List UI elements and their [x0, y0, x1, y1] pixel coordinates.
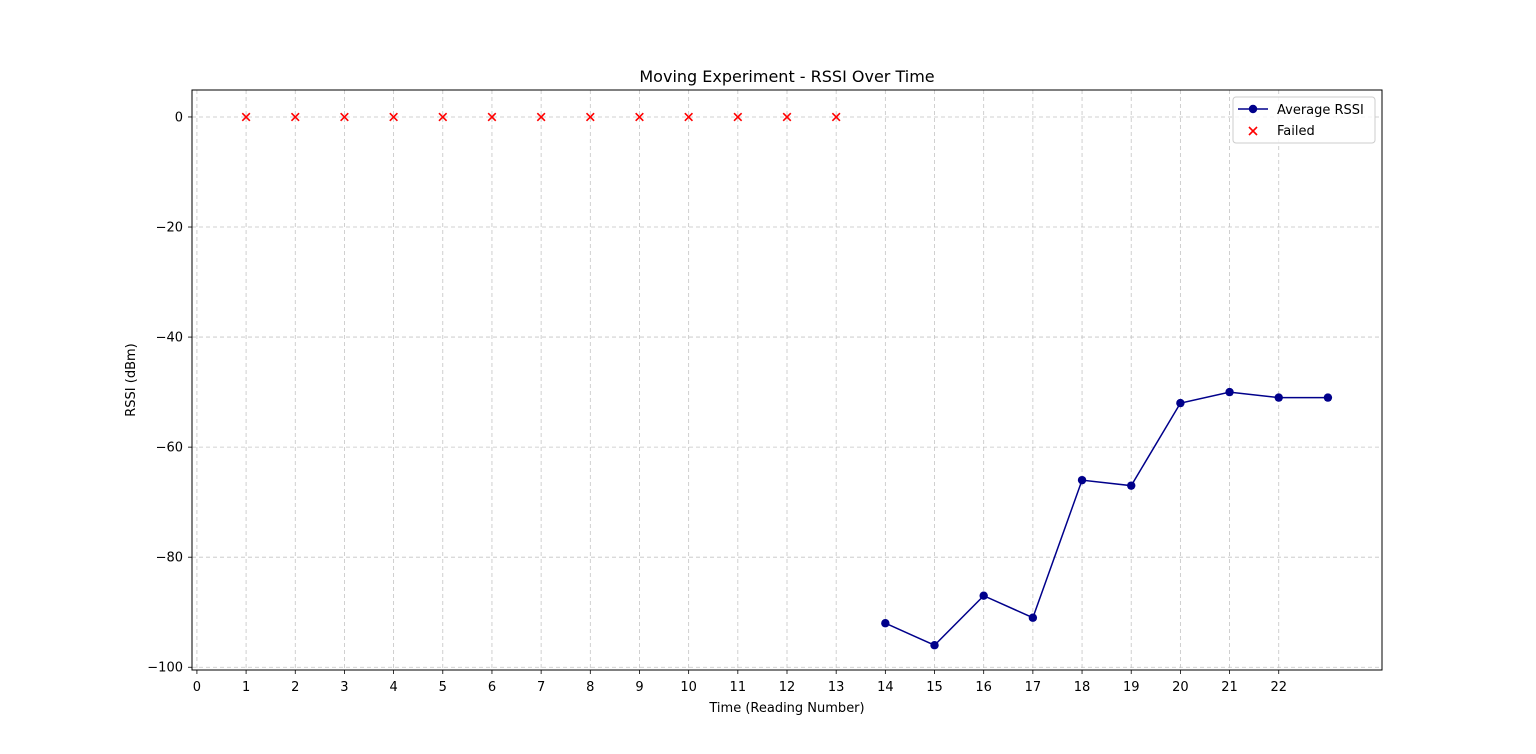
- x-tick-label: 1: [242, 680, 250, 695]
- average-rssi-point: [979, 591, 988, 600]
- average-rssi-point: [1323, 393, 1333, 402]
- x-tick-label: 7: [537, 680, 545, 695]
- failed-point: [733, 112, 743, 122]
- failed-marker-stroke: [831, 112, 841, 122]
- failed-marker-stroke: [585, 112, 595, 122]
- failed-marker-stroke: [635, 112, 644, 122]
- legend-label-average-rssi: Average RSSI: [1277, 103, 1364, 118]
- failed-point: [487, 112, 497, 122]
- x-tick-label: 6: [488, 680, 496, 695]
- failed-point: [290, 112, 300, 122]
- x-tick-label: 17: [1025, 680, 1042, 695]
- failed-point: [585, 112, 595, 122]
- x-tick-label: 13: [828, 680, 845, 695]
- average-rssi-point: [1028, 613, 1038, 622]
- x-tick-label: 9: [635, 680, 643, 695]
- x-tick-label: 22: [1270, 680, 1287, 695]
- failed-point: [340, 112, 349, 122]
- legend: Average RSSI Failed: [1232, 96, 1376, 144]
- x-tick-label: 3: [340, 680, 348, 695]
- failed-marker-stroke: [340, 112, 349, 122]
- failed-point: [438, 112, 448, 122]
- failed-point: [536, 112, 546, 122]
- failed-marker-stroke: [389, 112, 398, 122]
- failed-marker-stroke: [684, 112, 694, 122]
- x-tick-label: 20: [1172, 680, 1189, 695]
- failed-marker-stroke: [241, 112, 251, 122]
- average-rssi-point: [1127, 481, 1136, 490]
- failed-marker-stroke: [536, 112, 546, 122]
- failed-point: [782, 112, 792, 122]
- average-rssi-line: [885, 391, 1328, 647]
- x-tick-label: 10: [680, 680, 697, 695]
- y-tick-label: −60: [156, 441, 183, 456]
- legend-x-marker: [1248, 126, 1258, 136]
- average-rssi-point: [1225, 387, 1234, 397]
- y-tick-label: −20: [156, 221, 183, 236]
- failed-marker-stroke: [733, 112, 743, 122]
- average-rssi-point: [1176, 398, 1185, 408]
- legend-box: [1232, 96, 1376, 144]
- x-tick-label: 14: [877, 680, 894, 695]
- failed-marker-stroke: [438, 112, 448, 122]
- x-tick-label: 2: [291, 680, 299, 695]
- failed-point: [684, 112, 694, 122]
- y-axis-label: RSSI (dBm): [124, 343, 139, 416]
- failed-marker-stroke: [290, 112, 300, 122]
- x-axis-label: Time (Reading Number): [708, 701, 864, 716]
- average-rssi-point: [1274, 393, 1283, 402]
- y-tick-label: −80: [156, 551, 183, 566]
- x-tick-label: 19: [1123, 680, 1140, 695]
- y-tick-label: 0: [175, 110, 183, 125]
- average-rssi-point: [1077, 475, 1087, 485]
- average-rssi-point: [881, 619, 890, 628]
- x-tick-label: 11: [730, 680, 747, 695]
- x-tick-label: 5: [439, 680, 447, 695]
- failed-point: [635, 112, 644, 122]
- y-tick-label: −40: [156, 331, 183, 346]
- y-tick-label: −100: [147, 661, 183, 676]
- failed-point: [241, 112, 251, 122]
- x-tick-label: 18: [1074, 680, 1091, 695]
- grid-layer: [192, 90, 1382, 670]
- legend-circle-marker: [1248, 104, 1258, 114]
- legend-label-failed: Failed: [1277, 124, 1315, 139]
- x-tick-label: 16: [975, 680, 992, 695]
- x-tick-label: 8: [586, 680, 594, 695]
- tick-layer: 0 1 2 3 4 5 6 7 8 9 10 11 12 13 14 15 16 17 18 19 20 21 220−20…: [147, 110, 1287, 695]
- failed-point: [831, 112, 841, 122]
- x-tick-label: 15: [926, 680, 943, 695]
- chart-title: Moving Experiment - RSSI Over Time: [639, 67, 934, 86]
- failed-marker-stroke: [782, 112, 792, 122]
- series-layer: [241, 112, 1333, 650]
- failed-marker-stroke: [487, 112, 497, 122]
- x-tick-label: 21: [1221, 680, 1238, 695]
- average-rssi-point: [930, 641, 939, 650]
- failed-point: [389, 112, 398, 122]
- x-tick-label: 0: [193, 680, 201, 695]
- x-tick-label: 4: [389, 680, 397, 695]
- x-tick-label: 12: [779, 680, 796, 695]
